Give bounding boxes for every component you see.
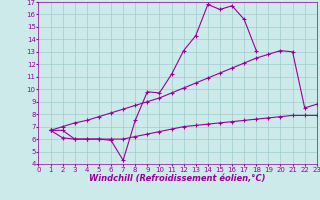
X-axis label: Windchill (Refroidissement éolien,°C): Windchill (Refroidissement éolien,°C) [89, 174, 266, 183]
